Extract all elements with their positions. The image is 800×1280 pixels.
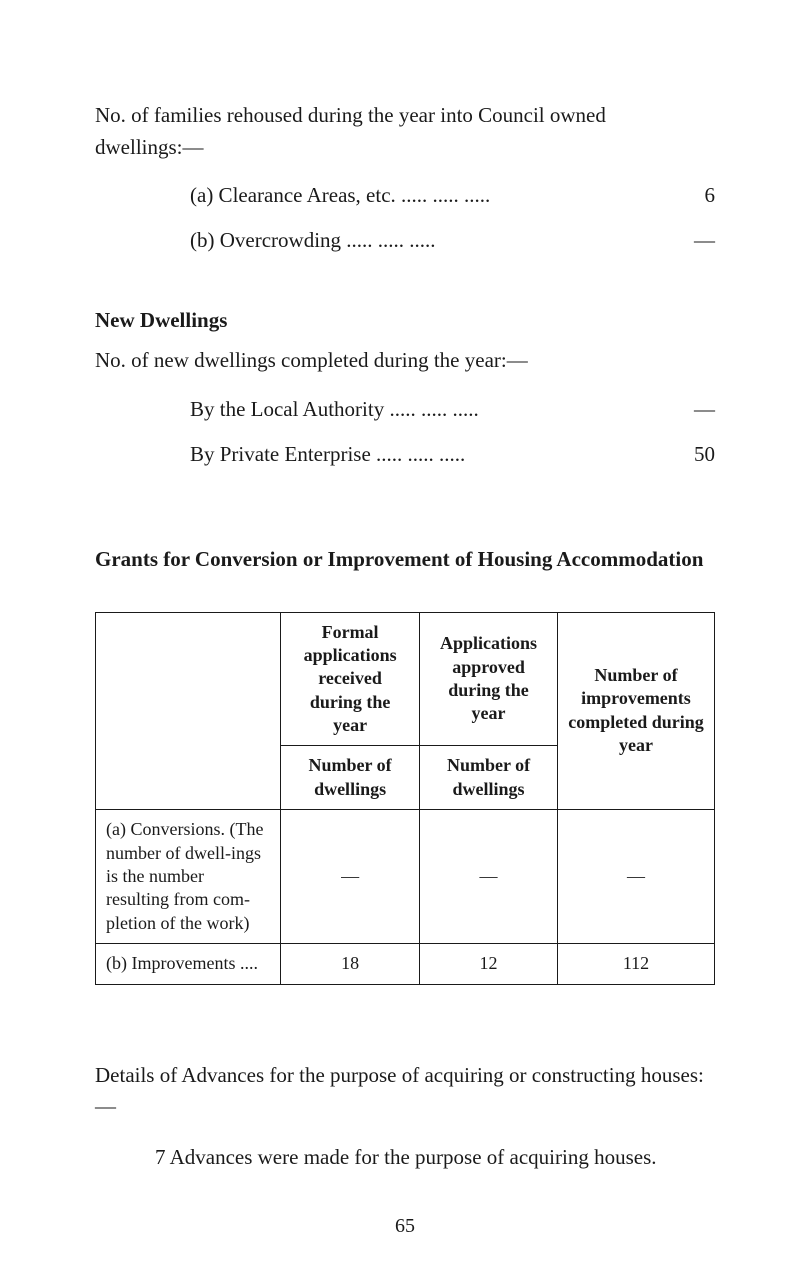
- local-authority-value: —: [685, 397, 715, 422]
- row-b-c3: 112: [557, 944, 714, 984]
- local-authority-label: By the Local Authority ..... ..... .....: [190, 397, 479, 422]
- private-enterprise-label: By Private Enterprise ..... ..... .....: [190, 442, 465, 467]
- row-a-c3: —: [557, 810, 714, 944]
- new-dwellings-heading: New Dwellings: [95, 308, 715, 333]
- table-corner-cell: [96, 612, 281, 810]
- item-b-value: —: [685, 228, 715, 253]
- row-a-label: (a) Conversions. (The number of dwell-in…: [96, 810, 281, 944]
- table-row: (a) Conversions. (The number of dwell-in…: [96, 810, 715, 944]
- row-b-c1: 18: [281, 944, 420, 984]
- col1-header-top: Formal applications received during the …: [281, 612, 420, 746]
- details-paragraph: Details of Advances for the purpose of a…: [95, 1060, 715, 1123]
- item-b-label: (b) Overcrowding ..... ..... .....: [190, 228, 436, 253]
- intro-line2: dwellings:—: [95, 135, 204, 159]
- table-header-row-1: Formal applications received during the …: [96, 612, 715, 746]
- row-a-c1: —: [281, 810, 420, 944]
- grants-table: Formal applications received during the …: [95, 612, 715, 985]
- row-a-c2: —: [420, 810, 558, 944]
- new-dwellings-intro: No. of new dwellings completed during th…: [95, 345, 715, 377]
- col1-header-bottom: Number of dwellings: [281, 746, 420, 810]
- col2-header-top: Applications approved during the year: [420, 612, 558, 746]
- row-b-label: (b) Improvements ....: [96, 944, 281, 984]
- intro-line1: No. of families rehoused during the year…: [95, 103, 606, 127]
- col3-header: Number of improvements completed during …: [557, 612, 714, 810]
- private-enterprise-value: 50: [685, 442, 715, 467]
- advances-line: 7 Advances were made for the purpose of …: [95, 1145, 715, 1170]
- intro-paragraph: No. of families rehoused during the year…: [95, 100, 715, 163]
- page-number: 65: [95, 1215, 715, 1238]
- grants-heading: Grants for Conversion or Improvement of …: [95, 547, 715, 572]
- row-b-c2: 12: [420, 944, 558, 984]
- table-row: (b) Improvements .... 18 12 112: [96, 944, 715, 984]
- item-a-label: (a) Clearance Areas, etc. ..... ..... ..…: [190, 183, 490, 208]
- col2-header-bottom: Number of dwellings: [420, 746, 558, 810]
- item-a-value: 6: [685, 183, 715, 208]
